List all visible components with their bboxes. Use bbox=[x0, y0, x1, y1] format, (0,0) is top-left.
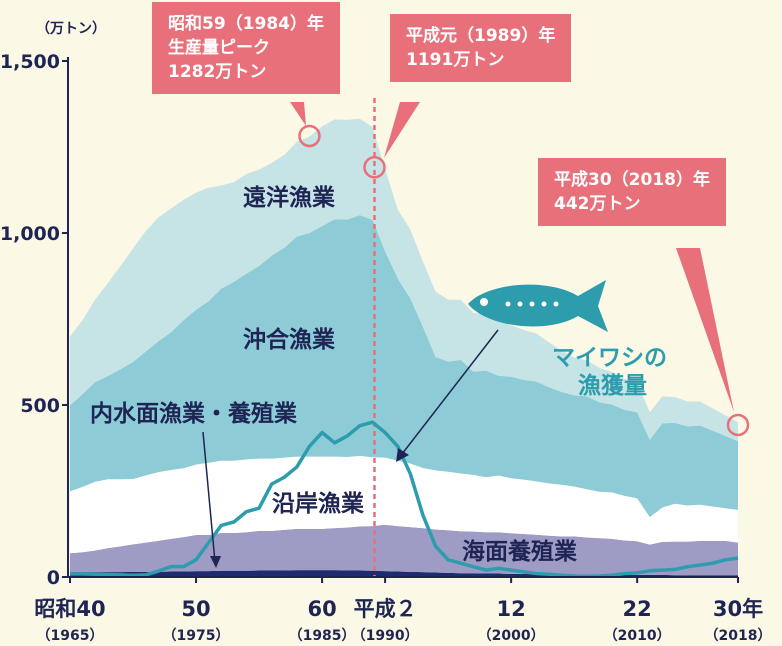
x-tick-label: 60 bbox=[307, 597, 336, 621]
x-tick-sublabel: （2010） bbox=[604, 628, 671, 644]
x-tick-sublabel: （1965） bbox=[37, 628, 104, 644]
axes: 1,500 1,000 500 0 昭和40 （1965） 50 （1975） 60 （1985）… bbox=[0, 51, 771, 644]
y-tick-label: 0 bbox=[47, 567, 60, 589]
sardine-pointer-head bbox=[396, 448, 409, 462]
stacked-areas bbox=[70, 118, 738, 577]
fish-icon bbox=[468, 280, 608, 332]
callout-tail bbox=[676, 248, 734, 412]
callout-1984-peak: 昭和59（1984）年 生産量ピーク 1282万トン bbox=[152, 2, 340, 94]
x-tick-sublabel: （2000） bbox=[478, 628, 545, 644]
area-series-1 bbox=[70, 524, 738, 576]
label-distant-water: 遠洋漁業 bbox=[243, 185, 335, 211]
label-pointers bbox=[202, 329, 499, 568]
area-series-4 bbox=[70, 118, 738, 442]
sardine-catch-line bbox=[70, 420, 739, 579]
callout-2018: 平成30（2018）年 442万トン bbox=[538, 158, 726, 226]
x-tick-sublabel: （1985） bbox=[289, 628, 356, 644]
label-coastal: 沿岸漁業 bbox=[272, 491, 364, 517]
callout-1989: 平成元（1989）年 1191万トン bbox=[390, 14, 572, 82]
x-tick-sublabel: （1975） bbox=[163, 628, 230, 644]
label-marine-aquaculture: 海面養殖業 bbox=[462, 539, 577, 565]
inland-pointer-line bbox=[202, 431, 216, 563]
y-tick-label: 1,500 bbox=[0, 51, 60, 73]
label-offshore: 沖合漁業 bbox=[243, 327, 335, 353]
x-tick-label: 50 bbox=[181, 597, 210, 621]
x-tick-label: 昭和40 bbox=[34, 597, 105, 621]
y-tick-label: 1,000 bbox=[0, 223, 60, 245]
x-tick-sublabel: （2018） bbox=[705, 628, 772, 644]
callout-tail bbox=[384, 102, 420, 158]
callout-marker-circle bbox=[298, 124, 321, 148]
area-series-3 bbox=[70, 215, 738, 518]
unit-label: （万トン） bbox=[36, 21, 106, 37]
callout-tail bbox=[290, 102, 306, 126]
label-sardine-line-2: 漁獲量 bbox=[578, 373, 647, 399]
x-tick-label: 30年 bbox=[713, 597, 763, 621]
x-tick-sublabel: （1990） bbox=[352, 628, 419, 644]
sardine-pointer-line bbox=[401, 329, 499, 455]
area-series-2 bbox=[70, 455, 738, 554]
inland-pointer-head bbox=[210, 556, 221, 568]
x-tick-label: 22 bbox=[623, 597, 652, 621]
x-tick-label: 12 bbox=[497, 597, 526, 621]
label-sardine-line-1: マイワシの bbox=[552, 345, 667, 371]
callout-marker-circle bbox=[726, 413, 750, 437]
label-inland: 内水面漁業・養殖業 bbox=[90, 401, 297, 427]
callout-marker-circle bbox=[363, 156, 386, 179]
callout-markers bbox=[290, 102, 750, 437]
y-tick-label: 500 bbox=[20, 395, 60, 417]
x-tick-label: 平成２ bbox=[354, 597, 417, 621]
